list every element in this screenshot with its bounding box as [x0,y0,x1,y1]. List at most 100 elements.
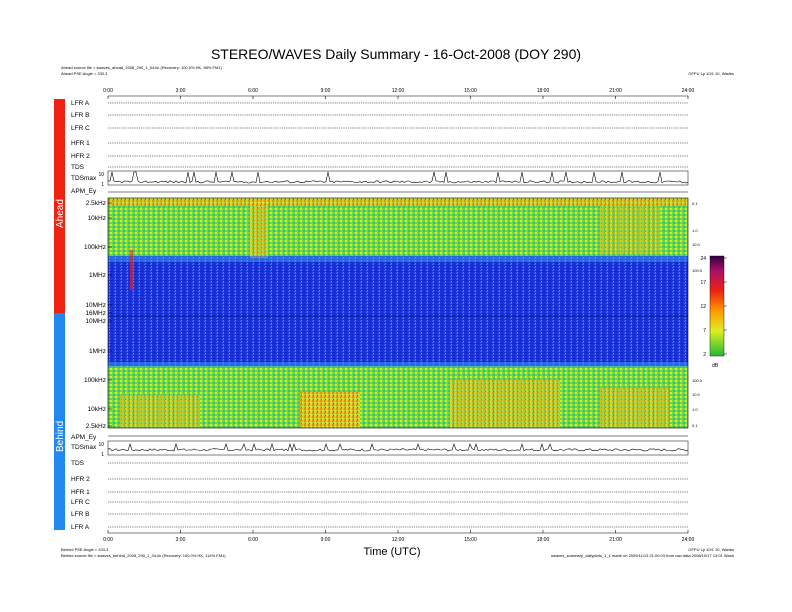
ahead-burst-1 [250,202,268,258]
ahead-pse-text: Ahead PSE Angle = 333.3 [61,71,108,76]
behind-right-tick: 0.1 [692,423,698,428]
behind-tdsmax-trace [107,442,689,452]
behind-row-label: HFR 2 [71,476,90,483]
colorbar-ticks: 24 17 12 7 2 [700,256,727,358]
behind-spectrogram [108,316,688,428]
behind-row-label: TDS [71,460,85,467]
behind-row-label: LFR A [71,524,90,531]
ahead-row-label: TDS [71,164,85,171]
ahead-burst-2 [600,204,660,254]
ahead-source-text: Ahead source file = swaves_ahead_2008_29… [61,65,223,70]
colorbar-tick-label: 2 [703,352,706,358]
behind-burst-4 [120,395,200,428]
top-tick-label: 24:00 [682,88,695,94]
bottom-tick-label: 24:00 [682,537,695,543]
program-note-text: swaves_summary_dailyplots_1_1 made on 20… [551,553,734,558]
behind-panel-rows: APM_Ey TDSmax 10 1 TDS HFR 2 HFR 1 LFR C LFR B LF… [71,434,688,531]
ahead-row-label: LFR B [71,112,89,119]
colorbar-tick-label: 17 [700,280,706,286]
x-axis-title: Time (UTC) [363,546,420,558]
ahead-frequency-tick: 1MHz [89,272,106,279]
header-credit-text: GFPU Lp 10/1 10, Wades [688,71,734,76]
behind-source-text: Behind source file = swaves_behind_2008_… [61,553,226,558]
behind-row-label: TDSmax [71,444,97,451]
top-tick-label: 0:00 [103,88,113,94]
behind-row-label: HFR 1 [71,489,90,496]
ahead-spectrogram-edge [108,198,688,206]
behind-right-tick: 100.0 [692,378,703,383]
ahead-transition-band [108,256,688,262]
ahead-tdsmax-tick: 1 [101,182,104,188]
behind-frequency-tick: 100kHz [84,377,106,384]
behind-frequency-tick: 10MHz [85,318,106,325]
top-tick-label: 21:00 [609,88,622,94]
right-axis-ticks: 0.1 0.1 1.0 1.0 10.0 10.0 100.0 100.0 [692,201,703,428]
behind-burst-1 [300,392,360,428]
bottom-tick-label: 15:00 [464,537,477,543]
top-axis-ticks: 0:00 3:00 6:00 9:00 12:00 15:00 18:00 21:00 24:0… [103,88,694,99]
behind-tdsmax-tick: 1 [101,452,104,458]
behind-tdsmax-frame [107,440,689,456]
bottom-tick-label: 12:00 [392,537,405,543]
ahead-row-label: HFR 2 [71,153,90,160]
behind-right-tick: 1.0 [692,407,698,412]
top-tick-label: 3:00 [176,88,186,94]
behind-side-bar [54,313,65,530]
top-tick-label: 12:00 [392,88,405,94]
colorbar-tick-label: 24 [700,256,706,262]
ahead-row-label: LFR C [71,125,90,132]
behind-pse-text: Behind PSE Angle = 333.3 [61,547,109,552]
footer-credit-text: GFPU Lp 10/1 10, Wades [688,547,734,552]
bottom-tick-label: 0:00 [103,537,113,543]
ahead-side-bar [54,99,65,313]
ahead-spectrogram-low-band [108,198,688,256]
ahead-frequency-tick: 10MHz [85,302,106,309]
ahead-tdsmax-panel [107,170,689,186]
ahead-tdsmax-trace [107,171,689,184]
behind-frequency-tick: 10kHz [88,406,106,413]
colorbar-tick-label: 12 [700,304,706,310]
top-tick-label: 6:00 [248,88,258,94]
behind-tdsmax-tick: 10 [98,442,104,448]
behind-row-label: LFR B [71,511,89,518]
behind-transition-band [108,362,688,368]
top-tick-label: 9:00 [321,88,331,94]
bottom-tick-label: 3:00 [176,537,186,543]
ahead-row-label: HFR 1 [71,140,90,147]
ahead-row-label: LFR A [71,100,90,107]
behind-tdsmax-panel [107,440,689,456]
ahead-frequency-tick: 16MHz [85,310,106,317]
ahead-right-tick: 0.1 [692,201,698,206]
bottom-tick-label: 6:00 [248,537,258,543]
behind-row-label: APM_Ey [71,434,97,441]
behind-frequency-tick: 1MHz [89,348,106,355]
behind-spectrogram-low-band [108,366,688,428]
ahead-spectrogram [108,198,688,316]
ahead-spike [130,250,133,290]
bottom-tick-label: 9:00 [321,537,331,543]
bottom-tick-label: 21:00 [609,537,622,543]
ahead-right-tick: 100.0 [692,268,703,273]
ahead-row-label: TDSmax [71,175,97,182]
behind-right-tick: 10.0 [692,392,701,397]
ahead-tdsmax-tick: 10 [98,172,104,178]
ahead-panel-rows: LFR A LFR B LFR C HFR 1 HFR 2 TDS TDSmax APM_Ey… [71,100,688,195]
behind-side-label: Behind [55,421,66,452]
colorbar-unit: dB [712,363,719,369]
colorbar [709,255,725,357]
behind-frequency-tick: 2.5kHz [86,423,106,430]
behind-burst-3 [600,388,670,428]
colorbar-tick-label: 7 [703,328,706,334]
ahead-row-label: APM_Ey [71,188,97,195]
behind-row-label: LFR C [71,499,90,506]
behind-burst-2 [450,380,560,428]
top-tick-label: 15:00 [464,88,477,94]
ahead-right-tick: 1.0 [692,228,698,233]
top-tick-label: 18:00 [537,88,550,94]
chart-title: STEREO/WAVES Daily Summary - 16-Oct-2008… [211,46,581,62]
ahead-right-tick: 10.0 [692,242,701,247]
bottom-axis-ticks: 0:00 3:00 6:00 9:00 12:00 15:00 18:00 21:00 24:0… [103,530,694,543]
